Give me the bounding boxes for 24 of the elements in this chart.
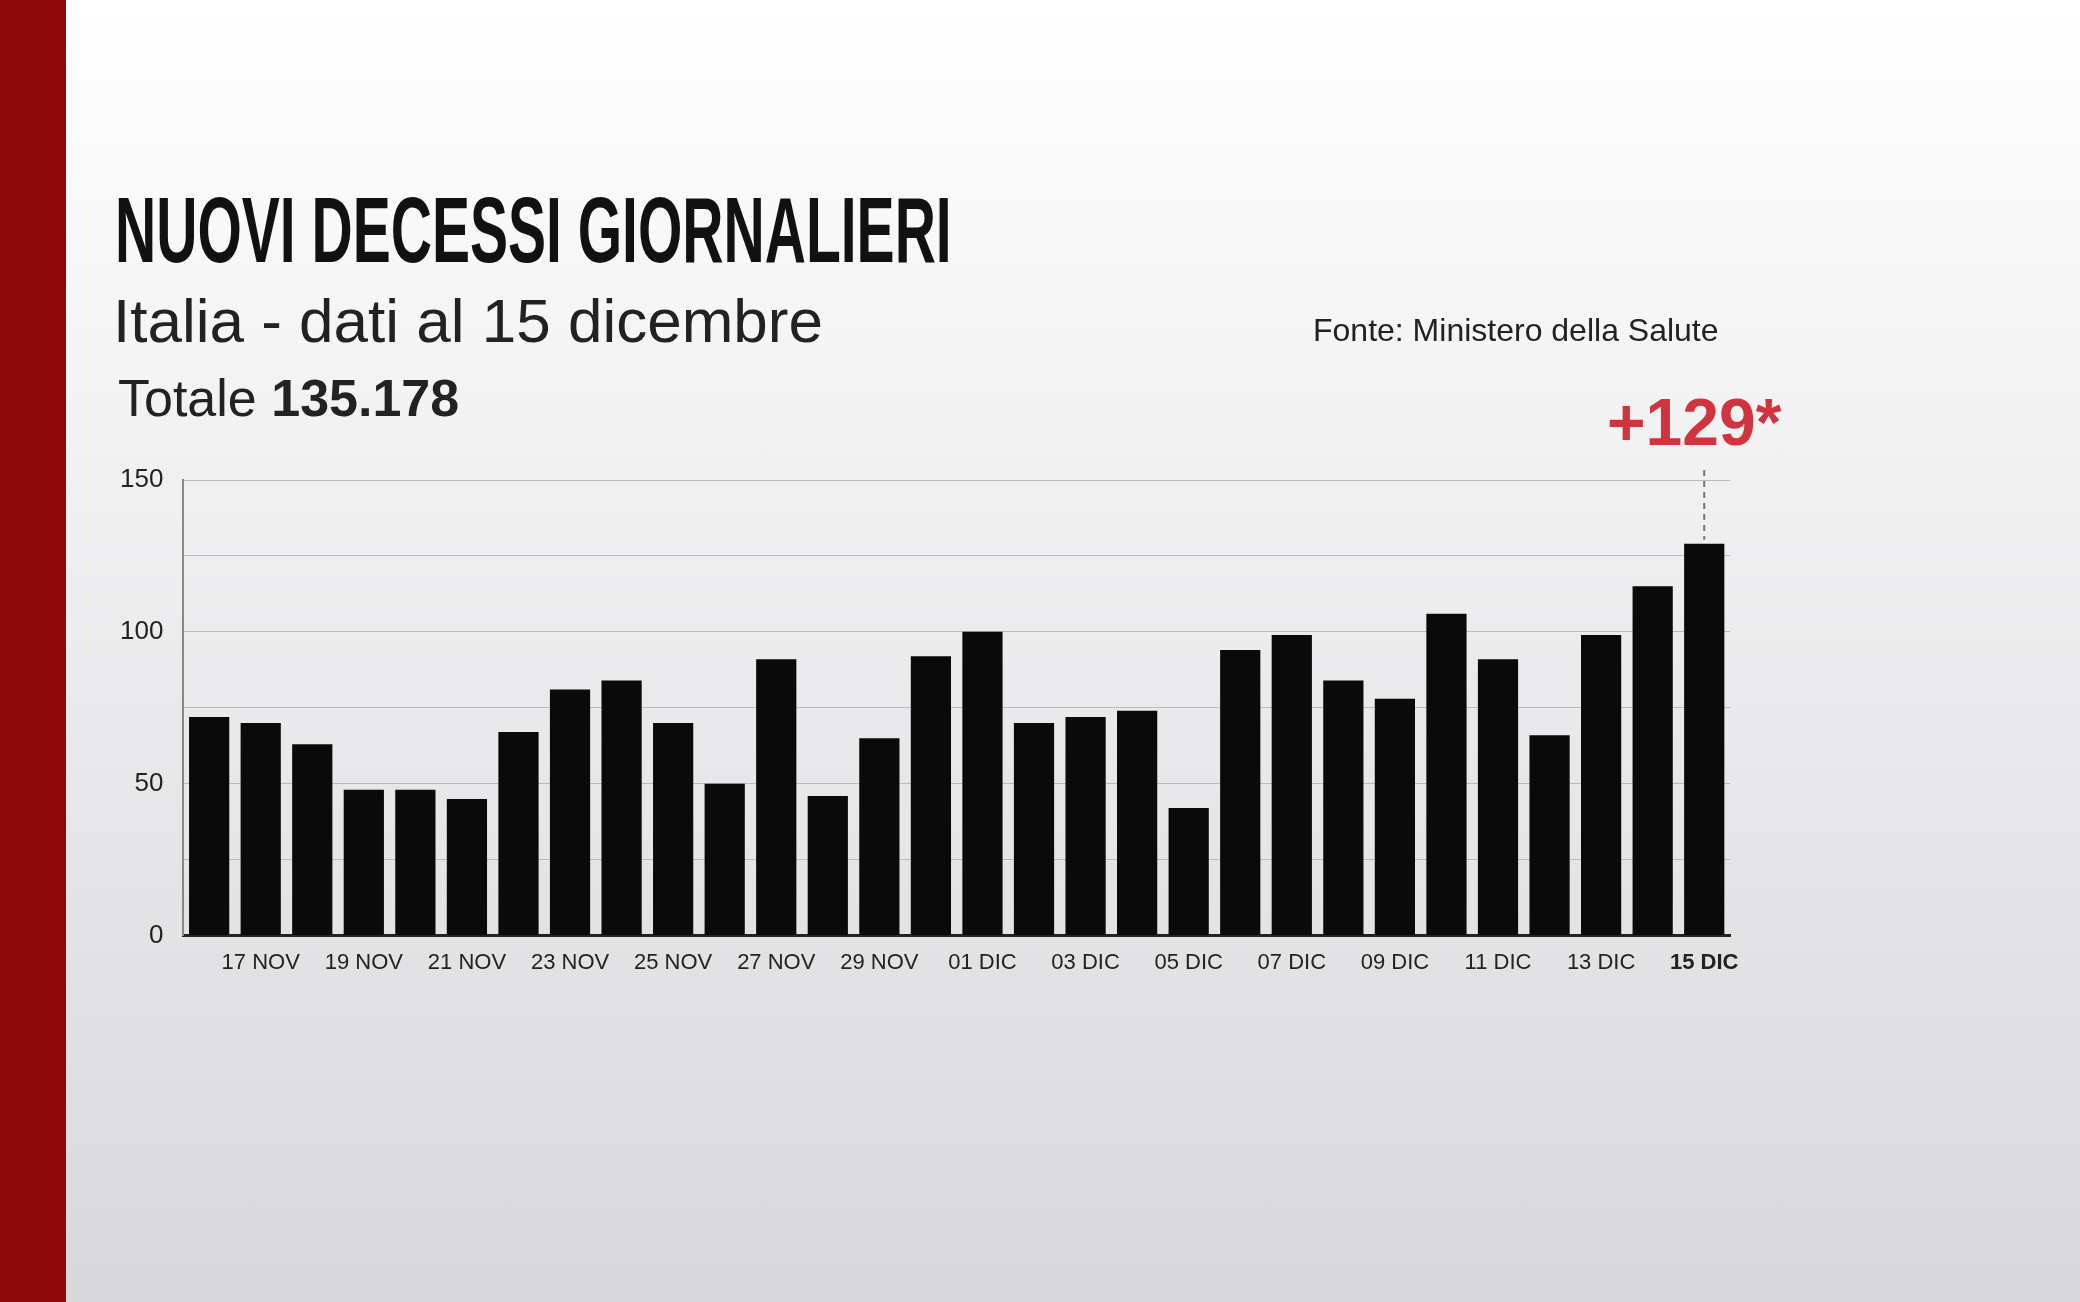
y-tick-label: 0 <box>148 918 164 949</box>
x-tick-label: 29 NOV <box>840 948 919 974</box>
x-tick-label: 03 DIC <box>1051 948 1120 974</box>
x-tick-label: 15 DIC <box>1669 948 1739 974</box>
y-tick-label: 150 <box>119 463 164 494</box>
x-tick-label: 09 DIC <box>1360 948 1430 974</box>
x-tick-label: 21 NOV <box>427 948 507 974</box>
x-tick-label: 13 DIC <box>1566 948 1636 974</box>
x-tick-label: 27 NOV <box>737 948 816 974</box>
source-note: Fonte: Ministero della Salute <box>1313 312 1719 349</box>
chart-title: NUOVI DECESSI GIORNALIERI <box>115 178 952 283</box>
x-tick-label: 01 DIC <box>948 948 1017 974</box>
y-tick-label: 50 <box>134 766 164 797</box>
x-tick-label: 23 NOV <box>530 948 610 974</box>
x-tick-label: 25 NOV <box>634 948 713 974</box>
x-tick-label: 11 DIC <box>1464 948 1532 974</box>
y-tick-label: 100 <box>119 615 164 646</box>
chart-subtitle: Italia - dati al 15 dicembre <box>113 285 823 356</box>
x-tick-label: 07 DIC <box>1257 948 1327 974</box>
text: Totale 135.178 <box>118 368 460 428</box>
x-tick-label: 19 NOV <box>324 948 404 974</box>
x-tick-label: 17 NOV <box>221 948 301 974</box>
x-tick-label: 05 DIC <box>1154 948 1224 974</box>
annotation: +129* <box>1607 385 1782 460</box>
